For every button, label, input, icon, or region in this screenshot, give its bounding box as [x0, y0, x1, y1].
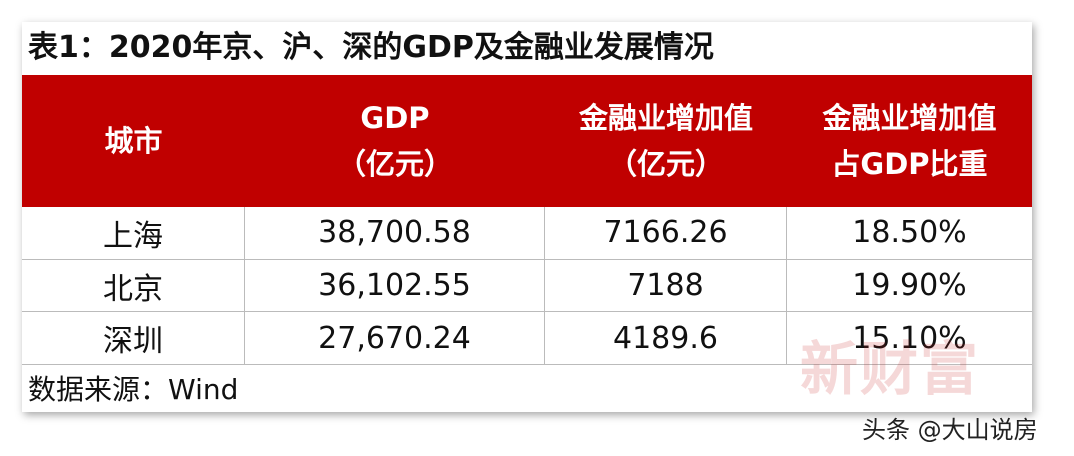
table-cell: 上海: [22, 207, 245, 260]
header-cell: GDP （亿元）: [245, 75, 545, 207]
table-cell: 7188: [545, 259, 787, 313]
header-text: 金融业增加值: [578, 101, 753, 135]
table-cell: 18.50%: [787, 207, 1032, 260]
header-text: 金融业增加值: [822, 101, 997, 135]
watermark: 新财富: [800, 335, 981, 403]
table-cell: 4189.6: [545, 312, 787, 366]
credit: 头条 @大山说房: [862, 416, 1038, 444]
table-cell: 深圳: [22, 312, 245, 366]
table-cell: 27,670.24: [245, 312, 545, 366]
table-cell: 7166.26: [545, 207, 787, 260]
header-text: （亿元）: [336, 147, 453, 181]
header-text: 城市: [104, 124, 163, 158]
header-cell: 城市: [22, 75, 245, 207]
header-text: （亿元）: [607, 147, 724, 181]
table-cell: 38,700.58: [245, 207, 545, 260]
table-title: 表1：2020年京、沪、深的GDP及金融业发展情况: [28, 30, 714, 65]
header-cell: 金融业增加值 占GDP比重: [787, 75, 1032, 207]
header-cell: 金融业增加值 （亿元）: [545, 75, 787, 207]
table-cell: 15.10%: [787, 312, 1032, 366]
table-cell: 北京: [22, 259, 245, 313]
table-card: 表1：2020年京、沪、深的GDP及金融业发展情况 数据来源：Wind 城市 GD…: [22, 22, 1032, 412]
table-cell: 36,102.55: [245, 259, 545, 313]
header-text: GDP: [360, 101, 430, 135]
source-note: 数据来源：Wind: [28, 373, 239, 406]
table-cell: 19.90%: [787, 260, 1032, 313]
header-text: 占GDP比重: [831, 147, 988, 181]
